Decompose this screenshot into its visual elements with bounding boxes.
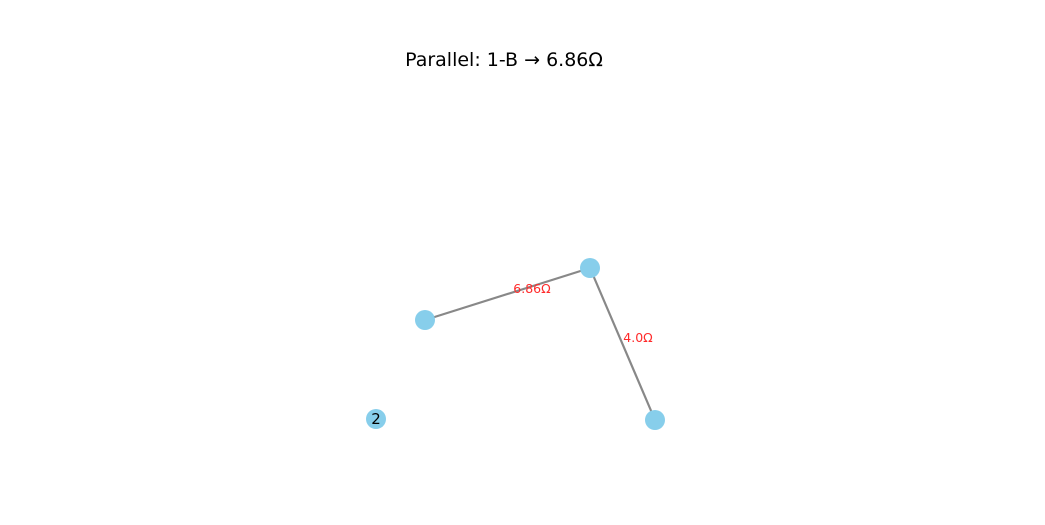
edge-n-top-n-bottom-right bbox=[588, 266, 657, 422]
node-n-2 bbox=[366, 409, 386, 429]
node-label: 2 bbox=[371, 410, 381, 428]
node-n-top bbox=[580, 258, 600, 278]
edges-layer bbox=[423, 266, 657, 422]
node-n-left bbox=[415, 310, 435, 330]
edge-label: 6.86Ω bbox=[513, 281, 551, 296]
nodes-layer: 2 bbox=[366, 258, 665, 430]
edge-n-left-n-top bbox=[423, 266, 592, 322]
edge-labels-layer: 6.86Ω 4.0Ω bbox=[513, 281, 653, 345]
node-n-bottom-right bbox=[645, 410, 665, 430]
graph-title: Parallel: 1-B → 6.86Ω bbox=[405, 49, 603, 71]
edge-label: 4.0Ω bbox=[623, 330, 653, 345]
